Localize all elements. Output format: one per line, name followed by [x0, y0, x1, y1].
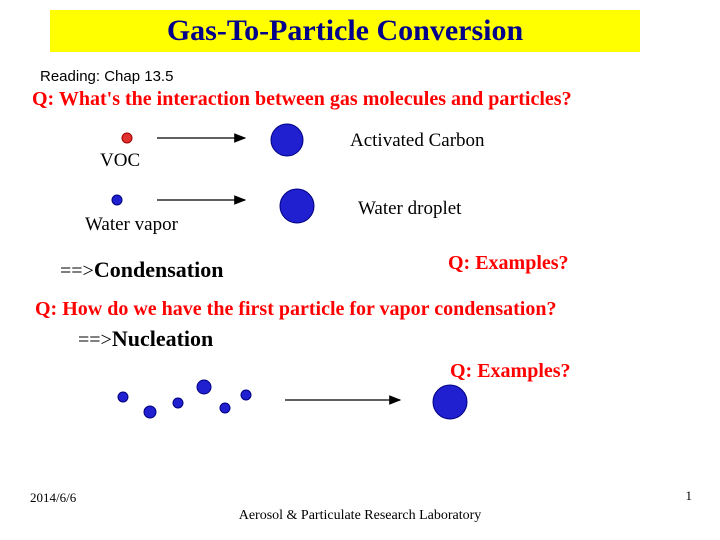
nucleated-particle-circle [433, 385, 467, 419]
cluster-dot-3 [197, 380, 211, 394]
voc-label: VOC [100, 150, 140, 172]
cluster-dot-1 [144, 406, 156, 418]
voc-small-circle [122, 133, 132, 143]
nucleation-prefix: ==> [78, 329, 112, 351]
footer-page: 1 [686, 488, 693, 504]
q-examples-1: Q: Examples? [448, 252, 569, 275]
cluster-dot-2 [173, 398, 183, 408]
footer-lab: Aerosol & Particulate Research Laborator… [0, 508, 720, 524]
page-title: Gas-To-Particle Conversion [167, 14, 523, 48]
question-1: Q: What's the interaction between gas mo… [32, 88, 572, 111]
activated-carbon-label: Activated Carbon [350, 130, 485, 152]
water-droplet-label: Water droplet [358, 198, 461, 220]
cluster-dot-0 [118, 392, 128, 402]
cluster-dot-4 [220, 403, 230, 413]
condensation-word: Condensation [94, 257, 224, 282]
footer-date: 2014/6/6 [30, 490, 76, 506]
cluster-dot-5 [241, 390, 251, 400]
title-bar: Gas-To-Particle Conversion [50, 10, 640, 52]
condensation-line: ==>Condensation [60, 257, 223, 283]
water-vapor-label: Water vapor [85, 214, 178, 236]
condensation-prefix: ==> [60, 260, 94, 282]
water-vapor-small-circle [112, 195, 122, 205]
activated-carbon-circle [271, 124, 303, 156]
water-droplet-circle [280, 189, 314, 223]
question-2: Q: How do we have the first particle for… [35, 298, 556, 321]
nucleation-line: ==>Nucleation [78, 326, 213, 352]
nucleation-word: Nucleation [112, 326, 213, 351]
reading-note: Reading: Chap 13.5 [40, 68, 173, 85]
q-examples-2: Q: Examples? [450, 360, 571, 383]
